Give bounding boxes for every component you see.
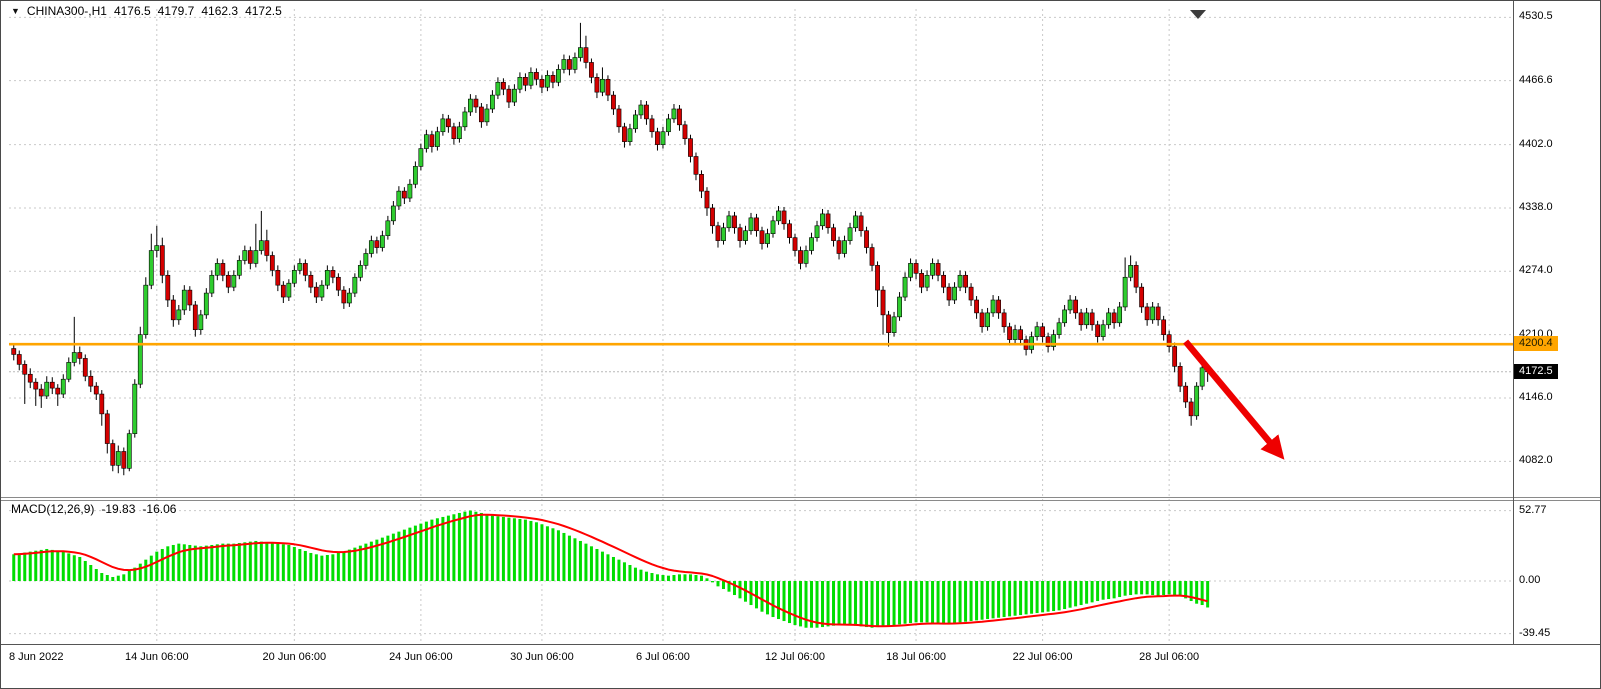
ohlc-open: 4176.5 bbox=[113, 4, 151, 18]
time-tick-label: 30 Jun 06:00 bbox=[510, 651, 574, 663]
price-tick-label: 4466.6 bbox=[1519, 73, 1553, 86]
hline-price-tag[interactable]: 4200.4 bbox=[1514, 336, 1558, 352]
macd-value: -19.83 bbox=[101, 502, 136, 516]
candlesticks bbox=[11, 22, 1211, 476]
indicator-label: MACD(12,26,9) -19.83 -16.06 bbox=[11, 502, 176, 516]
macd-histogram bbox=[12, 510, 1210, 628]
time-tick-label: 8 Jun 2022 bbox=[9, 651, 64, 663]
time-tick-label: 12 Jul 06:00 bbox=[765, 651, 825, 663]
price-tick-label: 4530.5 bbox=[1519, 10, 1553, 23]
time-tick-label: 20 Jun 06:00 bbox=[262, 651, 327, 663]
ohlc-high: 4179.7 bbox=[157, 4, 195, 18]
macd-tick-label: -39.45 bbox=[1519, 626, 1551, 639]
grid bbox=[9, 9, 1513, 644]
symbol-timeframe: CHINA300-,H1 bbox=[26, 4, 107, 18]
price-tick-label: 4274.0 bbox=[1519, 264, 1553, 277]
macd-tick-label: 0.00 bbox=[1519, 574, 1541, 586]
trend-arrow[interactable] bbox=[1183, 339, 1285, 460]
price-tick-label: 4338.0 bbox=[1519, 200, 1553, 213]
ohlc-low: 4162.3 bbox=[201, 4, 239, 18]
time-tick-label: 24 Jun 06:00 bbox=[389, 651, 453, 663]
price-tick-label: 4082.0 bbox=[1519, 454, 1553, 467]
time-tick-label: 14 Jun 06:00 bbox=[124, 651, 189, 663]
current-price-tag: 4172.5 bbox=[1514, 363, 1558, 379]
time-tick-label: 18 Jul 06:00 bbox=[886, 651, 947, 663]
time-tick-label: 6 Jul 06:00 bbox=[636, 651, 690, 663]
macd-name: MACD(12,26,9) bbox=[11, 502, 95, 516]
collapse-triangle-icon[interactable]: ▼ bbox=[11, 6, 20, 16]
macd-tick-label: 52.77 bbox=[1519, 503, 1547, 516]
ohlc-close: 4172.5 bbox=[245, 4, 282, 18]
time-tick-label: 28 Jul 06:00 bbox=[1139, 651, 1200, 663]
macd-signal-line bbox=[13, 513, 1208, 628]
price-tick-label: 4402.0 bbox=[1519, 137, 1553, 150]
price-tick-label: 4146.0 bbox=[1519, 391, 1553, 403]
time-tick-label: 22 Jul 06:00 bbox=[1012, 651, 1073, 663]
chart-shift-marker[interactable] bbox=[1190, 10, 1206, 19]
macd-signal-value: -16.06 bbox=[142, 502, 177, 516]
chart-header: ▼ CHINA300-,H1 4176.5 4179.7 4162.3 4172… bbox=[11, 4, 282, 18]
